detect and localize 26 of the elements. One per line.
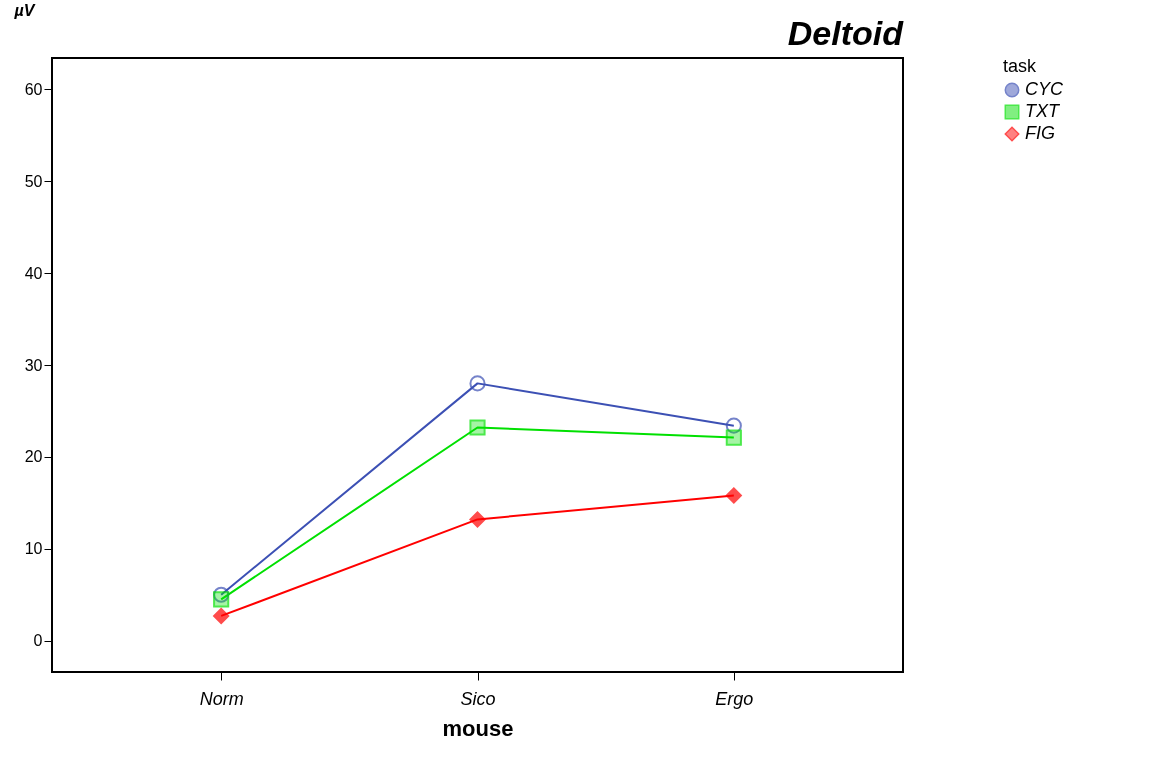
point [213, 607, 230, 624]
point [469, 419, 486, 436]
y-tick-label: 0 [33, 632, 43, 650]
y-tick-label: 60 [24, 80, 43, 98]
point [213, 591, 230, 608]
point [725, 487, 742, 504]
point [469, 511, 486, 528]
x-axis-title: mouse [442, 715, 514, 741]
x-tick-label: Ergo [715, 688, 754, 709]
point [725, 429, 742, 446]
legend-label: TXT [1025, 101, 1061, 121]
point [725, 417, 742, 434]
y-tick-label: 10 [24, 540, 43, 558]
legend-label: CYC [1025, 79, 1064, 99]
point [469, 375, 486, 392]
chart-title: Deltoid [787, 14, 905, 52]
y-tick-label: 40 [24, 264, 43, 282]
y-tick-label: 30 [24, 356, 43, 374]
legend-title: task [1003, 56, 1038, 76]
legend-label: FIG [1025, 123, 1055, 143]
point [213, 586, 230, 603]
y-tick-label: 20 [24, 448, 43, 466]
y-tick-label: 50 [24, 172, 43, 190]
x-tick-label: Sico [460, 688, 496, 709]
y-axis-title: µV [13, 1, 36, 19]
x-tick-label: Norm [199, 688, 244, 709]
